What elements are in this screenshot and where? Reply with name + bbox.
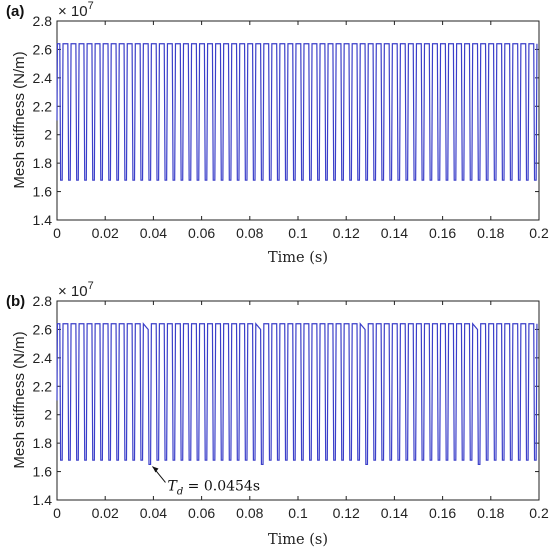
x-tick-label-a: 0.02 bbox=[92, 225, 119, 241]
y-tick-label-a: 2.4 bbox=[33, 70, 53, 86]
y-tick-label-a: 2 bbox=[44, 127, 52, 143]
x-tick-label-a: 0.2 bbox=[529, 225, 549, 241]
panel-label-a: (a) bbox=[6, 3, 24, 20]
y-tick-label-b: 1.8 bbox=[33, 435, 53, 451]
x-tick-label-b: 0.02 bbox=[92, 505, 119, 521]
y-tick-label-b: 2.8 bbox=[33, 293, 53, 309]
y-tick-label-a: 1.4 bbox=[33, 212, 53, 228]
x-tick-label-a: 0.08 bbox=[236, 225, 263, 241]
x-axis-label-b: Time (s) bbox=[268, 532, 328, 548]
x-tick-label-a: 0.18 bbox=[477, 225, 504, 241]
x-tick-label-a: 0.12 bbox=[333, 225, 360, 241]
panel-label-b: (b) bbox=[6, 293, 25, 310]
x-tick-label-b: 0.08 bbox=[236, 505, 263, 521]
annotation-arrowhead bbox=[152, 466, 159, 473]
x-tick-label-a: 0.06 bbox=[188, 225, 215, 241]
x-tick-label-a: 0.1 bbox=[288, 225, 308, 241]
y-tick-label-b: 2.6 bbox=[33, 321, 53, 337]
panel-a: (a) × 107 Mesh stiffness (N/m) Time (s) … bbox=[6, 0, 549, 266]
x-tick-label-b: 0.1 bbox=[288, 505, 308, 521]
x-tick-label-a: 0.04 bbox=[140, 225, 167, 241]
panel-b: (b) × 107 Mesh stiffness (N/m) Time (s) … bbox=[6, 280, 549, 548]
x-tick-label-b: 0.06 bbox=[188, 505, 215, 521]
x-tick-label-a: 0.14 bbox=[381, 225, 408, 241]
x-tick-label-b: 0.2 bbox=[529, 505, 549, 521]
y-tick-label-a: 2.6 bbox=[33, 41, 53, 57]
plot-frame-b bbox=[56, 300, 540, 501]
y-tick-label-a: 2.8 bbox=[33, 13, 53, 29]
y-tick-label-b: 1.6 bbox=[33, 464, 53, 480]
x-tick-label-a: 0.16 bbox=[429, 225, 456, 241]
multiplier-b: × 107 bbox=[58, 280, 94, 300]
x-tick-label-b: 0.12 bbox=[333, 505, 360, 521]
y-tick-label-b: 1.4 bbox=[33, 492, 53, 508]
x-axis-label-a: Time (s) bbox=[268, 250, 328, 266]
x-tick-label-b: 0.04 bbox=[140, 505, 167, 521]
stiffness-series-line-b bbox=[56, 322, 538, 466]
x-tick-label-b: 0.14 bbox=[381, 505, 408, 521]
x-tick-label-b: 0 bbox=[53, 505, 61, 521]
y-axis-label-b: Mesh stiffness (N/m) bbox=[11, 331, 28, 468]
x-tick-label-b: 0.16 bbox=[429, 505, 456, 521]
y-tick-label-a: 2.2 bbox=[33, 98, 53, 114]
stiffness-series-line-a bbox=[56, 43, 538, 181]
plot-area-b: 0 0.02 0.04 0.06 0.08 0.1 0.12 0.14 0.16 0.18 0.2 1… bbox=[33, 293, 549, 521]
y-tick-label-a: 1.6 bbox=[33, 184, 53, 200]
y-tick-label-b: 2.2 bbox=[33, 378, 53, 394]
plot-frame-a bbox=[56, 20, 540, 221]
y-tick-label-a: 1.8 bbox=[33, 155, 53, 171]
x-tick-label-b: 0.18 bbox=[477, 505, 504, 521]
x-tick-label-a: 0 bbox=[53, 225, 61, 241]
multiplier-a: × 107 bbox=[58, 0, 94, 20]
annotation-text: Td = 0.0454s bbox=[167, 478, 260, 497]
y-axis-label-a: Mesh stiffness (N/m) bbox=[11, 51, 28, 188]
y-tick-label-b: 2 bbox=[44, 407, 52, 423]
y-tick-label-b: 2.4 bbox=[33, 350, 53, 366]
plot-area-a: 0 0.02 0.04 0.06 0.08 0.1 0.12 0.14 0.16 0.18 0.2 1… bbox=[33, 13, 549, 241]
